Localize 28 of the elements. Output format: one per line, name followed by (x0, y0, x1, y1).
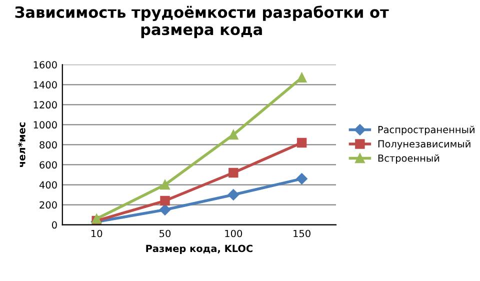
y-tick-label: 1600 (34, 61, 57, 68)
point (160, 180, 170, 190)
x-tick-label: 100 (225, 230, 242, 238)
point (228, 168, 238, 178)
legend-label: Распространенный (378, 126, 474, 136)
x-tick-label: 10 (91, 230, 102, 238)
y-tick-label: 1200 (34, 101, 57, 109)
y-tick-label: 1400 (34, 81, 57, 88)
y-tick-label: 600 (40, 161, 57, 169)
point (296, 72, 307, 83)
chart-title: Зависимость трудоёмкости разработки от размера кода (15, 6, 389, 38)
point (296, 173, 308, 184)
point (296, 138, 307, 148)
point (159, 204, 171, 216)
legend-label: Полунезависимый (378, 140, 470, 150)
x-axis-title: Размер кода, KLOC (146, 244, 252, 254)
y-tick-label: 400 (39, 181, 57, 189)
point (160, 196, 170, 206)
y-tick-label: 0 (52, 221, 57, 229)
x-tick-label: 50 (160, 230, 171, 238)
y-axis-title: чел*мес (18, 122, 26, 167)
y-tick-label: 200 (40, 201, 57, 209)
point (228, 130, 238, 140)
y-tick-label: 1000 (34, 121, 57, 129)
y-tick-label: 800 (40, 141, 57, 149)
x-tick-label: 150 (294, 230, 310, 238)
point (228, 189, 240, 200)
legend-label: Встроенный (378, 154, 440, 164)
